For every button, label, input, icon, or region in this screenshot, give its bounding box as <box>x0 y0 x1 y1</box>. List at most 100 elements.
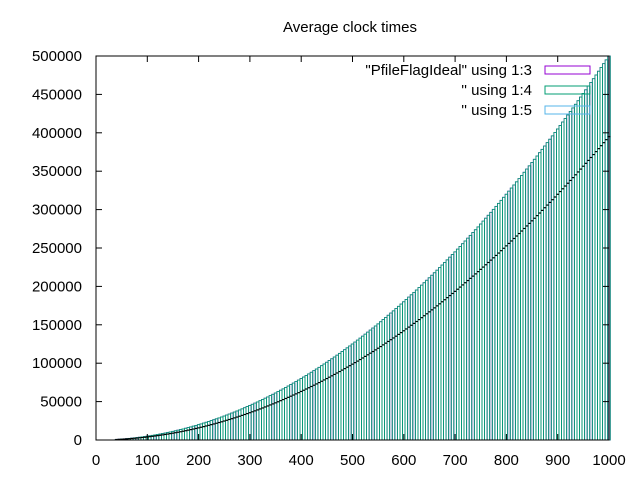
x-tick-label: 100 <box>135 452 160 469</box>
point-s3-x120 <box>156 435 159 437</box>
point-s3-x825 <box>517 232 521 235</box>
x-tick-label: 0 <box>92 452 100 469</box>
point-s3-x895 <box>553 196 557 198</box>
y-tick-label: 200000 <box>32 278 82 295</box>
point-s3-x655 <box>430 309 434 311</box>
point-s3-x535 <box>369 352 372 354</box>
y-tick-label: 350000 <box>32 163 82 180</box>
point-s3-x735 <box>471 275 475 277</box>
point-s3-x815 <box>512 237 516 240</box>
point-s3-x460 <box>330 375 334 377</box>
point-s3-x230 <box>212 423 216 425</box>
point-s3-x70 <box>130 437 134 440</box>
point-s3-x665 <box>435 305 439 307</box>
point-s3-x695 <box>451 292 454 295</box>
point-s3-x335 <box>266 405 270 407</box>
axes-layer: 0 100 200 300 400 500 600 700 800 900 1000 0 50000 10… <box>32 48 626 469</box>
point-s3-x850 <box>530 220 534 222</box>
x-tick-label: 500 <box>340 452 365 469</box>
point-s3-x330 <box>264 406 267 408</box>
point-s3-x530 <box>366 354 370 356</box>
point-s3-x450 <box>325 377 329 380</box>
point-s3-x810 <box>510 240 513 242</box>
point-s3-x605 <box>405 328 408 330</box>
x-tick-label: 400 <box>289 452 314 469</box>
point-s3-x370 <box>284 397 288 400</box>
point-s3-x760 <box>484 264 488 266</box>
point-s3-x545 <box>374 349 377 351</box>
point-s3-x325 <box>261 407 264 409</box>
point-s3-x580 <box>392 337 395 339</box>
point-s3-x340 <box>269 404 272 406</box>
point-s3-x765 <box>487 261 490 264</box>
point-s3-x745 <box>476 271 480 273</box>
point-s3-x280 <box>238 415 241 417</box>
point-s3-x650 <box>428 311 431 313</box>
point-s3-x575 <box>389 339 393 341</box>
legend-swatch-1 <box>544 65 591 75</box>
y-tick-label: 250000 <box>32 240 82 257</box>
point-s3-x840 <box>525 225 529 227</box>
point-s3-x705 <box>456 288 459 290</box>
point-s3-x125 <box>158 434 162 436</box>
legend-label-2: '' using 1:4 <box>461 82 532 99</box>
point-s3-x365 <box>281 398 285 401</box>
point-s3-x140 <box>166 433 170 435</box>
point-s3-x345 <box>271 403 275 405</box>
point-s3-x200 <box>197 427 200 429</box>
point-s3-x150 <box>171 432 175 434</box>
point-s3-x235 <box>215 422 218 424</box>
point-s3-x190 <box>192 428 195 430</box>
point-s3-x820 <box>515 235 518 237</box>
point-s3-x590 <box>397 333 400 335</box>
point-s3-x870 <box>541 209 544 211</box>
point-s3-x455 <box>328 376 331 378</box>
point-s3-x135 <box>163 433 167 436</box>
point-s3-x115 <box>153 435 157 437</box>
point-s3-x995 <box>605 139 608 141</box>
point-s3-x50 <box>120 438 123 440</box>
point-s3-x610 <box>407 326 411 328</box>
point-s3-x710 <box>458 286 462 288</box>
x-tick-label: 700 <box>443 452 468 469</box>
point-s3-x90 <box>140 436 144 439</box>
point-s3-x380 <box>289 395 293 397</box>
point-s3-x505 <box>353 362 357 364</box>
point-s3-x930 <box>571 177 575 179</box>
x-tick-label: 600 <box>391 452 416 469</box>
point-s3-x360 <box>279 400 282 402</box>
point-s3-x620 <box>412 322 416 324</box>
point-s3-x425 <box>312 384 316 386</box>
point-s3-x740 <box>474 273 477 275</box>
point-s3-x315 <box>256 409 259 411</box>
point-s3-x790 <box>499 250 503 252</box>
point-s3-x130 <box>161 434 164 436</box>
chart-title: Average clock times <box>283 19 417 36</box>
point-s3-x205 <box>199 426 203 428</box>
x-tick-label: 800 <box>494 452 519 469</box>
point-s3-x255 <box>225 419 229 421</box>
point-s3-x905 <box>558 190 562 193</box>
point-s3-x835 <box>523 227 526 230</box>
point-s3-x615 <box>410 324 413 326</box>
point-s3-x250 <box>222 420 226 422</box>
y-tick-label: 400000 <box>32 125 82 142</box>
point-s3-x950 <box>582 165 585 167</box>
y-tick-label: 500000 <box>32 48 82 65</box>
point-s3-x585 <box>394 335 398 337</box>
x-tick-label: 300 <box>237 452 262 469</box>
point-s3-x500 <box>351 363 354 365</box>
point-s3-x260 <box>228 418 231 421</box>
point-s3-x270 <box>233 417 236 419</box>
point-s3-x180 <box>187 429 190 431</box>
point-s3-x215 <box>205 425 208 427</box>
point-s3-x910 <box>561 188 565 190</box>
legend-swatch-2 <box>544 85 591 95</box>
point-s3-x420 <box>310 385 313 388</box>
point-s3-x210 <box>202 426 206 428</box>
point-s3-x700 <box>453 290 457 292</box>
point-s3-x525 <box>364 355 367 357</box>
point-s3-x350 <box>274 402 277 404</box>
point-s3-x310 <box>253 410 257 412</box>
x-tick-label: 900 <box>545 452 570 469</box>
